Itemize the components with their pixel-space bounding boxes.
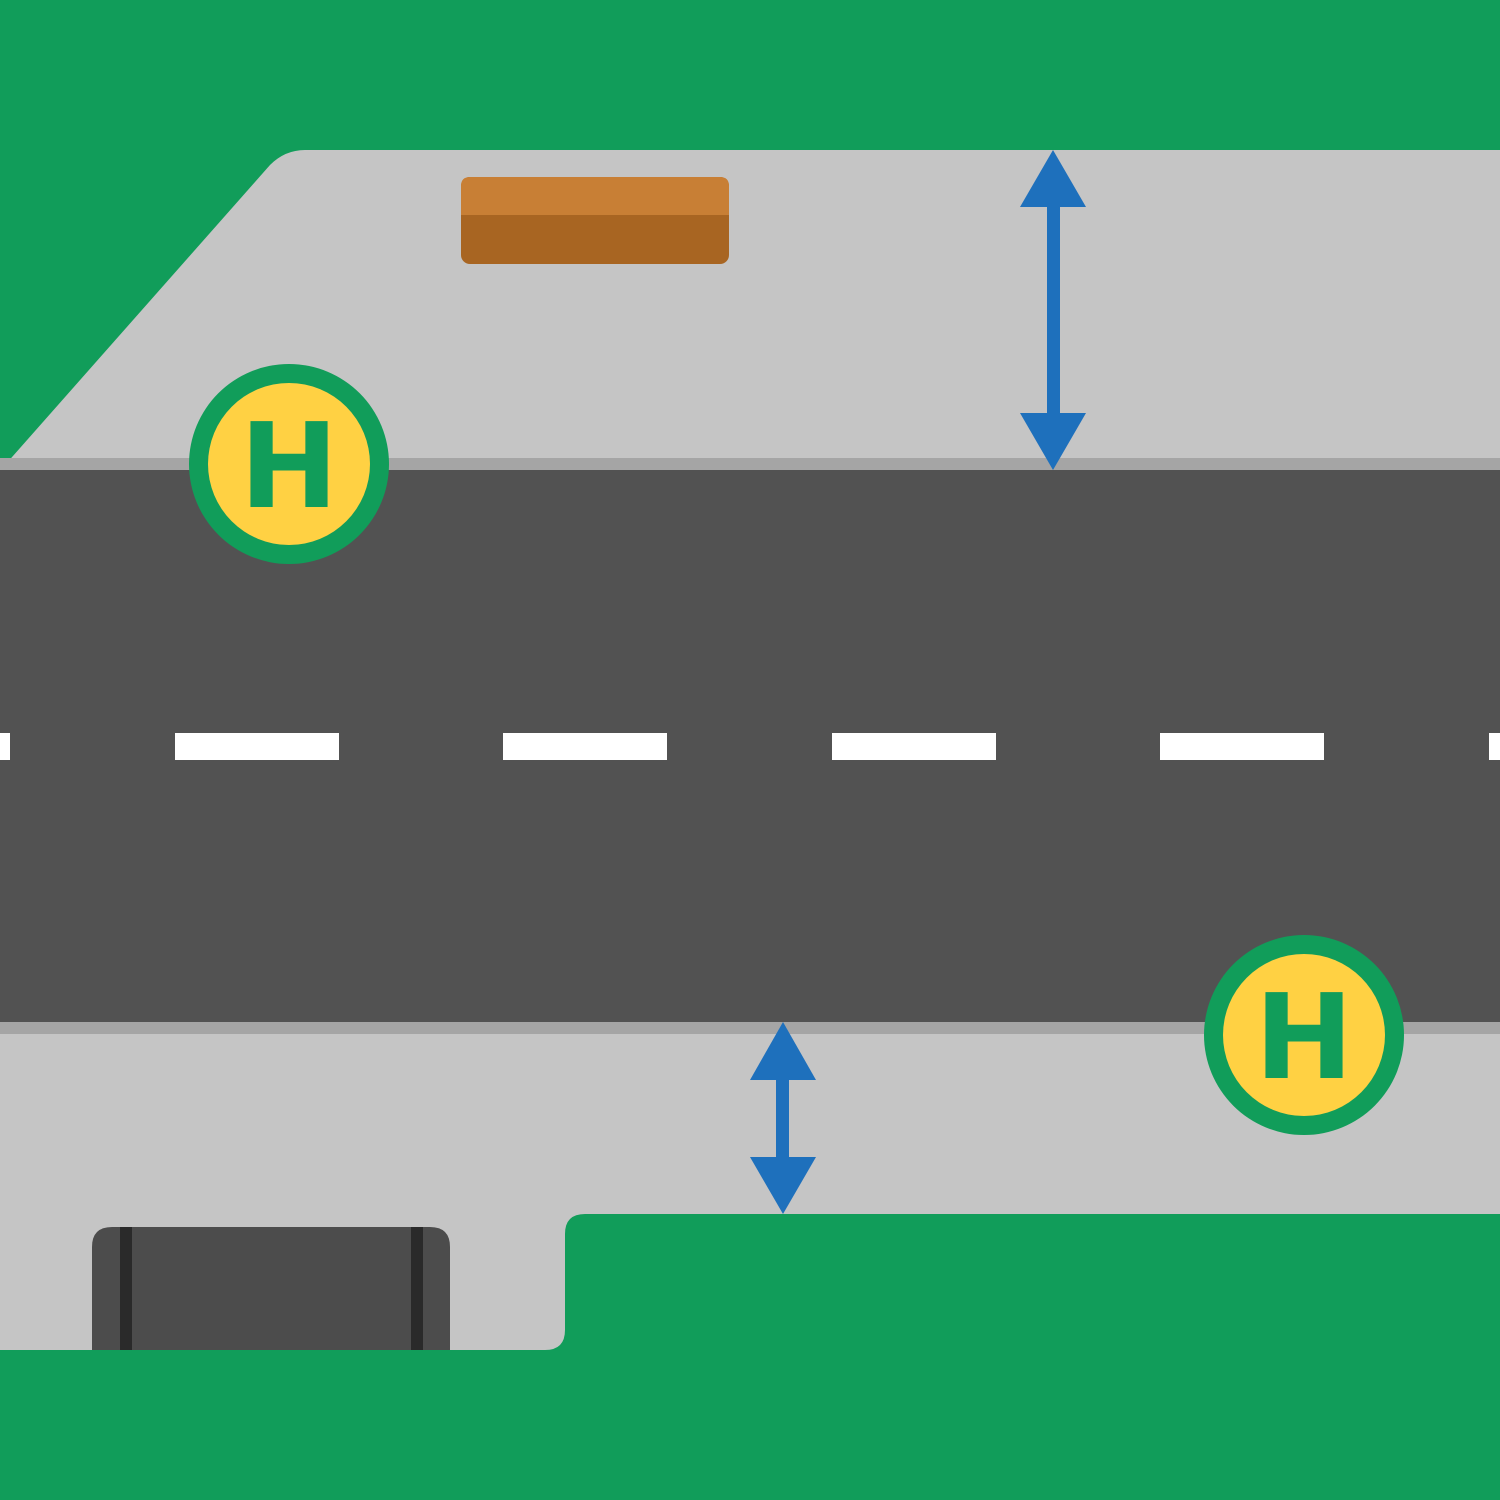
bus-stop-letter: H	[1255, 968, 1354, 1106]
bus-stop-sign-icon: H	[1204, 935, 1404, 1135]
bus-shelter-icon	[92, 1227, 450, 1350]
bus-stop-letter: H	[240, 397, 339, 535]
lane-dash	[1489, 733, 1500, 760]
lane-marking	[0, 733, 1500, 760]
lane-dash	[503, 733, 667, 760]
double-arrow-icon	[750, 1022, 816, 1214]
south-curb	[0, 1022, 1500, 1034]
shelter-post	[411, 1227, 423, 1350]
bench-icon	[461, 177, 729, 264]
double-arrow-icon	[1020, 150, 1086, 470]
lane-dash	[832, 733, 996, 760]
lane-dash	[175, 733, 339, 760]
north-sidewalk	[5, 150, 1500, 465]
lane-dash	[0, 733, 10, 760]
lane-dash	[1160, 733, 1324, 760]
bus-stop-sign-icon: H	[189, 364, 389, 564]
shelter-post	[120, 1227, 132, 1350]
